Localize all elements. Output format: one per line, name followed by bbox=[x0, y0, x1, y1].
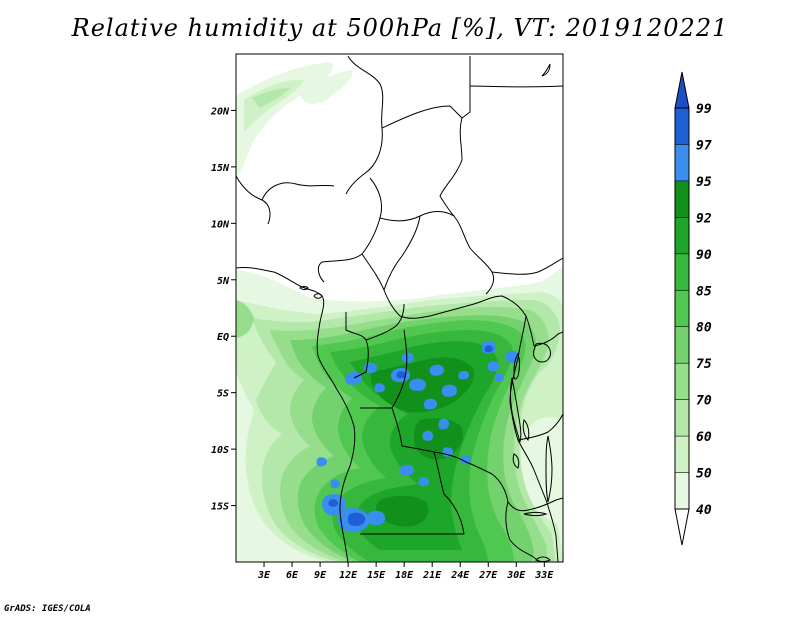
colorbar-level-label: 60 bbox=[696, 430, 712, 445]
lon-tick-label: 15E bbox=[367, 570, 386, 581]
colorbar-level-label: 50 bbox=[696, 467, 712, 482]
lon-tick-label: 21E bbox=[422, 570, 442, 581]
lat-tick-label: 10N bbox=[211, 219, 230, 230]
humidity-band-40-north bbox=[300, 70, 353, 104]
lat-tick-label: 5S bbox=[217, 389, 229, 400]
colorbar-level-label: 85 bbox=[696, 284, 712, 299]
colorbar-level-label: 97 bbox=[696, 138, 712, 153]
colorbar-level-label: 90 bbox=[696, 248, 712, 263]
lat-tick-label: 20N bbox=[210, 106, 230, 117]
longitude-axis: 3E 6E 9E 12E 15E 18E 21E 24E 27E 30E 33E bbox=[257, 562, 554, 581]
colorbar-swatch bbox=[675, 253, 689, 291]
colorbar-level-label: 40 bbox=[696, 503, 712, 518]
colorbar-level-label: 70 bbox=[696, 394, 712, 409]
lon-tick-label: 30E bbox=[506, 570, 526, 581]
lon-tick-label: 27E bbox=[478, 570, 498, 581]
colorbar-level-label: 95 bbox=[696, 175, 712, 190]
colorbar-bottom-arrow bbox=[674, 508, 690, 546]
lat-tick-label: 15N bbox=[211, 163, 230, 174]
lon-tick-label: 18E bbox=[395, 570, 414, 581]
lon-tick-label: 33E bbox=[534, 570, 554, 581]
colorbar-swatch bbox=[675, 217, 689, 254]
chart-title: Relative humidity at 500hPa [%], VT: 201… bbox=[71, 14, 729, 42]
country-borders bbox=[236, 55, 563, 562]
colorbar-swatch bbox=[675, 180, 689, 218]
colorbar: 99 97 95 92 90 85 80 75 70 60 50 40 bbox=[674, 71, 712, 546]
humidity-band-70-gulf bbox=[236, 300, 254, 338]
colorbar-swatch bbox=[675, 363, 689, 400]
humidity-band-50-northwest bbox=[244, 79, 304, 132]
lon-tick-label: 9E bbox=[314, 570, 327, 581]
colorbar-top-arrow bbox=[674, 71, 690, 109]
colorbar-swatch bbox=[675, 108, 689, 145]
lakes bbox=[299, 63, 553, 562]
lon-tick-label: 3E bbox=[257, 570, 271, 581]
colorbar-level-label: 75 bbox=[696, 357, 712, 372]
humidity-field bbox=[236, 55, 563, 562]
colorbar-swatch bbox=[675, 326, 689, 364]
colorbar-swatch bbox=[675, 399, 689, 437]
map-frame bbox=[235, 53, 564, 563]
colorbar-swatch bbox=[675, 472, 689, 509]
colorbar-level-label: 80 bbox=[696, 321, 712, 336]
lat-tick-label: 5N bbox=[217, 276, 230, 287]
colorbar-swatch bbox=[675, 290, 689, 327]
lat-tick-label: 10S bbox=[211, 445, 229, 456]
colorbar-swatch bbox=[675, 436, 689, 473]
latitude-axis: 20N 15N 10N 5N EQ 5S 10S 15S bbox=[210, 106, 236, 513]
lon-tick-label: 24E bbox=[450, 570, 470, 581]
lat-tick-label: 15S bbox=[211, 502, 229, 513]
lon-tick-label: 6E bbox=[286, 570, 299, 581]
humidity-spots-97 bbox=[328, 345, 493, 526]
colorbar-level-label: 99 bbox=[696, 102, 712, 117]
colorbar-frame bbox=[674, 107, 690, 510]
humidity-band-60-northwest bbox=[252, 88, 290, 108]
lon-tick-label: 12E bbox=[339, 570, 358, 581]
grads-credit: GrADS: IGES/COLA bbox=[4, 604, 91, 614]
lat-tick-label: EQ bbox=[217, 332, 229, 343]
humidity-band-92-angola bbox=[375, 495, 429, 527]
colorbar-level-label: 92 bbox=[696, 211, 712, 226]
colorbar-swatch bbox=[675, 144, 689, 181]
